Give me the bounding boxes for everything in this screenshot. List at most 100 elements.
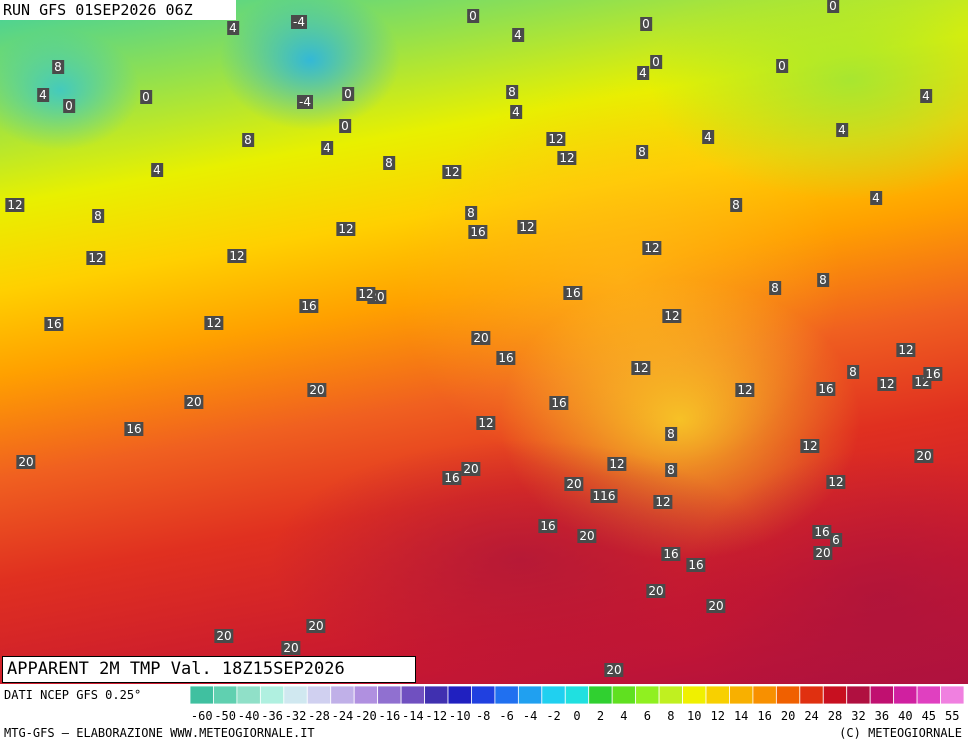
scale-box: [259, 685, 285, 705]
contour-label: 20: [306, 619, 326, 633]
contour-label: 0: [140, 90, 152, 104]
contour-label: 12: [356, 287, 376, 301]
contour-label: 12: [476, 416, 496, 430]
contour-label: 4: [836, 123, 848, 137]
scale-tick-label: 14: [734, 709, 748, 723]
contour-label: 8: [242, 133, 254, 147]
scale-tick-label: -32: [285, 709, 307, 723]
contour-label: 16: [549, 396, 569, 410]
scale-tick-label: 6: [644, 709, 651, 723]
scale-box: [729, 685, 754, 705]
contour-label: 16: [563, 286, 583, 300]
contour-label: 8: [665, 463, 677, 477]
scale-tick-label: -60: [191, 709, 213, 723]
contour-label: 16: [124, 422, 144, 436]
map-title: APPARENT 2M TMP Val. 18Z15SEP2026: [2, 656, 416, 683]
contour-label: 0: [342, 87, 354, 101]
contour-label: 16: [44, 317, 64, 331]
scale-tick-label: -16: [379, 709, 401, 723]
contour-label: 16: [816, 382, 836, 396]
scale-box: [330, 685, 355, 705]
scale-box: [611, 685, 637, 705]
scale-tick-label: -50: [214, 709, 236, 723]
scale-box: [189, 685, 214, 705]
scale-box: [353, 685, 379, 705]
contour-label: 0: [467, 9, 479, 23]
contour-label: 0: [640, 17, 652, 31]
scale-box: [236, 685, 261, 705]
scale-box: [283, 685, 308, 705]
contour-label: 16: [661, 547, 681, 561]
contour-label: -4: [297, 95, 313, 109]
scale-box: [541, 685, 566, 705]
contour-label: 20: [461, 462, 481, 476]
scale-tick-label: 20: [781, 709, 795, 723]
scale-tick-label: -40: [238, 709, 260, 723]
scale-tick-label: 40: [898, 709, 912, 723]
scale-tick-label: -8: [476, 709, 490, 723]
scale-tick-label: 4: [620, 709, 627, 723]
scale-tick-label: -4: [523, 709, 537, 723]
contour-label: -4: [291, 15, 307, 29]
scale-box: [752, 685, 777, 705]
contour-label: 12: [557, 151, 577, 165]
contour-label: 4: [870, 191, 882, 205]
contour-label: 16: [923, 367, 943, 381]
contour-label: 20: [564, 477, 584, 491]
scale-tick-label: -12: [425, 709, 447, 723]
contour-label: 16: [442, 471, 462, 485]
scale-box: [517, 685, 543, 705]
contour-label: 20: [471, 331, 491, 345]
contour-label: 16: [299, 299, 319, 313]
scale-tick-label: 36: [875, 709, 889, 723]
scale-tick-label: 12: [711, 709, 725, 723]
color-scale: -60 -50 -40 -36 -32 -28 -24 -20 -16 -14 -12 -10 -8 -6…: [189, 685, 965, 723]
contour-label: 20: [577, 529, 597, 543]
scale-box: [635, 685, 660, 705]
scale-box: [306, 685, 332, 705]
contour-label: 12: [896, 343, 916, 357]
scale-tick-label: 24: [804, 709, 818, 723]
contour-label: 12: [662, 309, 682, 323]
scale-box: [471, 685, 496, 705]
contour-label: 4: [702, 130, 714, 144]
scale-tick-label: -14: [402, 709, 424, 723]
contour-label: 12: [336, 222, 356, 236]
scale-box: [377, 685, 402, 705]
scale-tick-label: 0: [573, 709, 580, 723]
copyright: (C) METEOGIORNALE: [839, 726, 962, 740]
scale-tick-label: 28: [828, 709, 842, 723]
contour-label: 12: [735, 383, 755, 397]
scale-box: [799, 685, 824, 705]
credit: MTG-GFS — ELABORAZIONE WWW.METEOGIORNALE…: [4, 726, 315, 740]
scale-box: [564, 685, 590, 705]
contour-label: 0: [63, 99, 75, 113]
contour-label: 116: [590, 489, 618, 503]
contour-label: 12: [826, 475, 846, 489]
contour-label: 16: [812, 525, 832, 539]
contour-label: 4: [920, 89, 932, 103]
contour-label: 8: [636, 145, 648, 159]
contour-label: 8: [847, 365, 859, 379]
contour-label: 8: [506, 85, 518, 99]
contour-label: 8: [730, 198, 742, 212]
contour-label: 8: [92, 209, 104, 223]
contour-label: 20: [604, 663, 624, 677]
scale-box: [775, 685, 801, 705]
contour-label: 8: [665, 427, 677, 441]
contour-label: 12: [877, 377, 897, 391]
scale-box: [682, 685, 707, 705]
scale-tick-label: 32: [851, 709, 865, 723]
contour-label: 4: [151, 163, 163, 177]
contour-label: 12: [631, 361, 651, 375]
scale-box: [447, 685, 472, 705]
contour-label: 4: [512, 28, 524, 42]
scale-box: [705, 685, 730, 705]
contour-label: 12: [442, 165, 462, 179]
contour-label: 16: [468, 225, 488, 239]
scale-tick-label: -6: [499, 709, 513, 723]
scale-tick-label: 8: [667, 709, 674, 723]
contour-label: 12: [607, 457, 627, 471]
contour-label: 20: [16, 455, 36, 469]
